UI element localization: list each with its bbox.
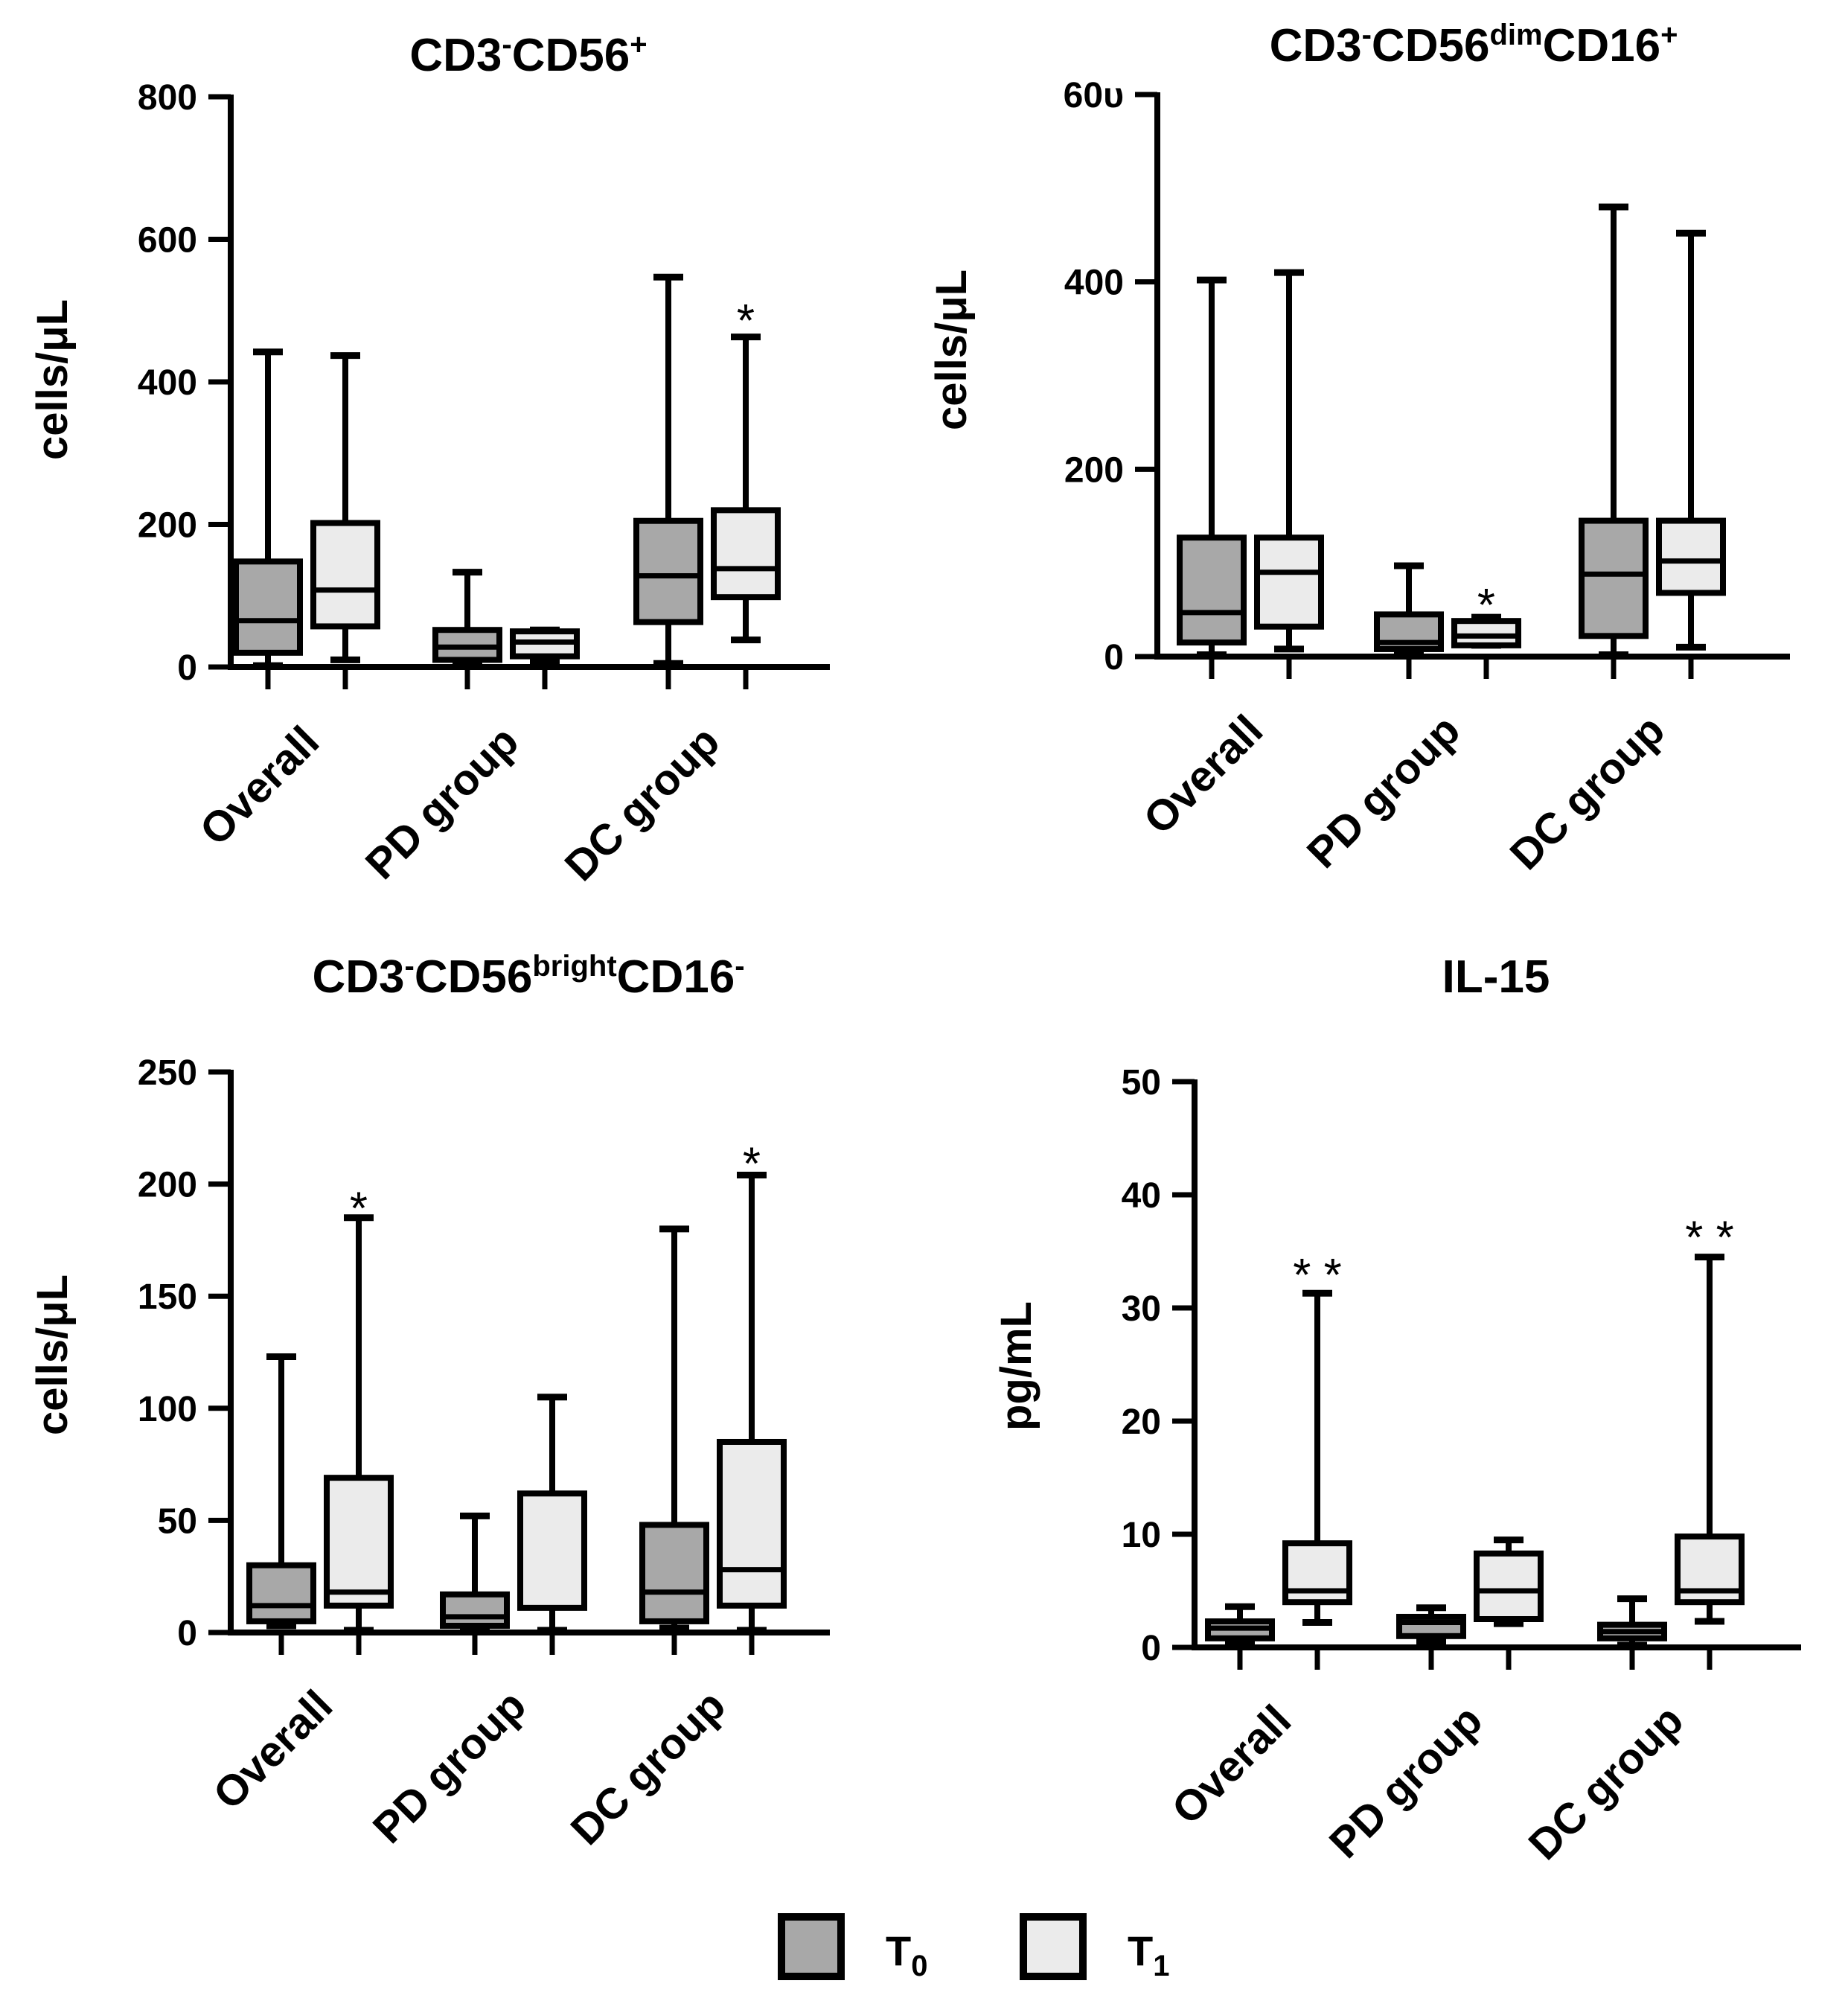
y-axis-label: cells/μL: [28, 299, 77, 460]
y-tick-label: 150: [138, 1277, 197, 1317]
y-tick-label: 800: [138, 78, 197, 118]
y-tick-label: 0: [1141, 1629, 1161, 1668]
y-tick-label: 0: [177, 648, 197, 688]
y-tick-label: 10: [1122, 1516, 1161, 1555]
box-iqr: [440, 1591, 510, 1629]
chart-panel-il15: IL-15 pg/mL 0 10 20 30 40 50 Overall PD group DC g…: [992, 951, 1801, 1869]
x-category-label: PD group: [1320, 1696, 1492, 1868]
box-t1: [324, 1214, 394, 1634]
box-t1: [510, 626, 580, 665]
box-iqr: [1396, 1613, 1466, 1639]
box-t0: [1597, 1595, 1667, 1649]
box-t0: [639, 1225, 709, 1632]
box-t1: [717, 1172, 787, 1634]
chart-title: IL-15: [1442, 951, 1550, 1003]
legend-label-t1: T1: [1128, 1927, 1169, 1982]
box-t1: [1451, 613, 1521, 649]
chart-title: CD3-CD56brightCD16-: [312, 950, 744, 1003]
y-axis-label: cells/μL: [28, 1274, 77, 1435]
significance-marker: * *: [1293, 1250, 1341, 1301]
box-t0: [246, 1353, 316, 1630]
box-t1: [1254, 269, 1324, 653]
x-category-label: DC group: [1519, 1696, 1692, 1869]
box-iqr: [233, 558, 303, 656]
y-axis-label: cells/μL: [927, 269, 976, 430]
chart-panel-cd56dim-cd16: CD3-CD56dimCD16+ cells/μL 0 200 400 60υ Overal…: [927, 19, 1790, 879]
x-category-label: PD group: [357, 717, 528, 889]
x-category-label: Overall: [1163, 1696, 1300, 1834]
box-t0: [1374, 562, 1444, 658]
significance-marker: *: [1477, 580, 1495, 631]
chart-title: CD3-CD56+: [409, 28, 647, 81]
x-category-label: DC group: [555, 717, 729, 890]
box-t0: [233, 348, 303, 669]
y-tick-label: 0: [1104, 638, 1124, 677]
box-iqr: [1656, 517, 1726, 596]
box-t1: [517, 1394, 587, 1634]
y-tick-label: 40: [1122, 1176, 1161, 1216]
box-t1: [1282, 1289, 1352, 1627]
box-t1: [711, 334, 781, 644]
legend: T0 T1: [778, 1913, 1169, 1982]
x-category-label: Overall: [191, 717, 328, 855]
significance-marker: *: [743, 1138, 761, 1190]
box-iqr: [1254, 534, 1324, 630]
x-category-label: Overall: [1134, 706, 1272, 843]
y-tick-label: 200: [138, 506, 197, 546]
x-category-label: PD group: [364, 1681, 536, 1853]
box-t0: [1205, 1603, 1275, 1647]
x-category-label: PD group: [1298, 706, 1470, 878]
box-t1: [1675, 1254, 1745, 1625]
y-tick-label: 200: [138, 1166, 197, 1205]
y-tick-label: 30: [1122, 1289, 1161, 1329]
box-t0: [432, 569, 502, 667]
significance-marker: * *: [1685, 1213, 1733, 1264]
legend-label-t0: T0: [886, 1927, 927, 1982]
chart-panel-cd56bright-cd16: CD3-CD56brightCD16- cells/μL 0 50 100 150 200 2…: [28, 950, 830, 1854]
y-tick-label: 0: [177, 1614, 197, 1653]
y-tick-label: 400: [138, 363, 197, 403]
y-tick-label: 600: [138, 221, 197, 261]
significance-marker: *: [350, 1184, 368, 1235]
box-iqr: [633, 517, 703, 625]
box-iqr: [1177, 534, 1247, 646]
box-iqr: [711, 507, 781, 601]
y-tick-label: 200: [1064, 450, 1124, 490]
y-tick-label: 20: [1122, 1402, 1161, 1442]
box-iqr: [717, 1438, 787, 1609]
box-t1: [1474, 1536, 1544, 1627]
box-t1: [1656, 229, 1726, 651]
x-category-label: DC group: [561, 1681, 735, 1854]
chart-panel-cd56: CD3-CD56+ cells/μL 0 200 400 600 800 Overall PD …: [28, 28, 830, 890]
y-tick-label: 50: [1122, 1063, 1161, 1102]
box-iqr: [1579, 517, 1649, 639]
box-t1: [310, 352, 380, 663]
box-iqr: [246, 1562, 316, 1624]
legend-swatch-t0: [778, 1913, 845, 1980]
x-category-label: DC group: [1500, 706, 1674, 879]
box-iqr: [517, 1490, 587, 1611]
significance-marker: *: [737, 296, 755, 347]
box-t0: [1396, 1604, 1466, 1645]
y-tick-label: 100: [138, 1390, 197, 1429]
y-tick-label: 400: [1064, 264, 1124, 303]
y-tick-label: 250: [138, 1053, 197, 1093]
y-tick-label: 50: [158, 1501, 197, 1541]
box-t0: [1579, 203, 1649, 658]
box-iqr: [1474, 1550, 1544, 1623]
x-category-label: Overall: [204, 1681, 342, 1819]
y-tick-label: 60υ: [1064, 76, 1124, 115]
legend-swatch-t1: [1020, 1913, 1087, 1980]
y-axis-label: pg/mL: [992, 1301, 1040, 1431]
box-t0: [1177, 276, 1247, 658]
box-iqr: [1451, 618, 1521, 648]
box-t0: [633, 273, 703, 667]
box-iqr: [310, 520, 380, 630]
box-t0: [440, 1512, 510, 1632]
box-iqr: [639, 1522, 709, 1624]
chart-title: CD3-CD56dimCD16+: [1270, 19, 1678, 71]
box-iqr: [324, 1475, 394, 1609]
